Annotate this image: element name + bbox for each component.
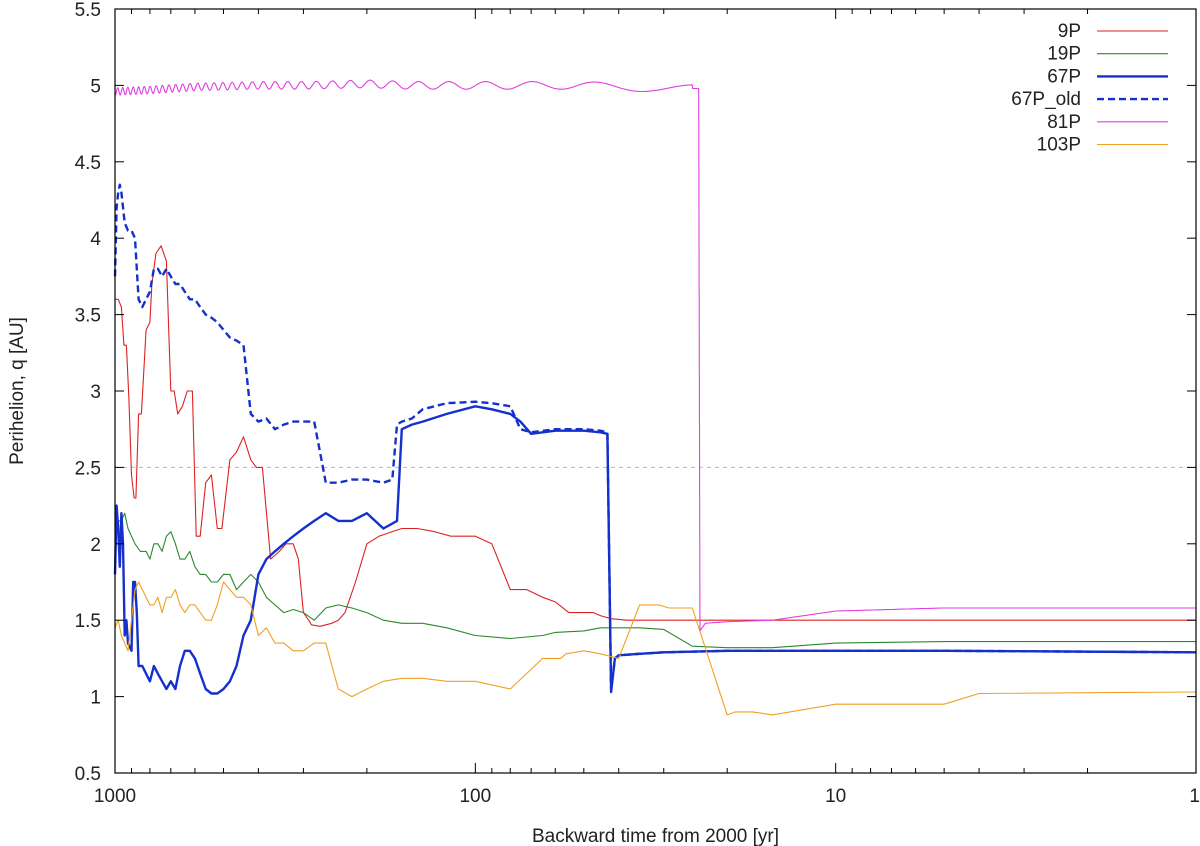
y-tick-label: 2.5 bbox=[75, 458, 101, 479]
legend-label: 19P bbox=[1047, 44, 1081, 65]
y-tick-label: 4 bbox=[90, 229, 101, 250]
series-line-19p bbox=[114, 512, 1196, 649]
x-axis-title: Backward time from 2000 [yr] bbox=[532, 826, 779, 846]
series-line-103p bbox=[114, 581, 1197, 716]
plot-frame bbox=[114, 8, 1197, 774]
tick-layer: 0.5 1 1.5 2 2.5 3 3.5 4 4.5 5 5.5 1000 100 10 1 bbox=[75, 0, 1200, 807]
series-line-81p bbox=[114, 79, 1196, 632]
x-tick-label: 1 bbox=[1189, 786, 1200, 807]
x-tick-label: 1000 bbox=[94, 786, 136, 807]
legend-label: 103P bbox=[1037, 135, 1081, 156]
legend-label: 9P bbox=[1058, 21, 1081, 42]
y-tick-label: 1.5 bbox=[75, 611, 101, 632]
y-tick-label: 2 bbox=[90, 535, 101, 556]
y-tick-label: 3 bbox=[90, 382, 101, 403]
legend-label: 67P bbox=[1047, 66, 1081, 87]
legend-label: 67P_old bbox=[1011, 89, 1081, 110]
y-axis-title: Perihelion, q [AU] bbox=[7, 317, 28, 465]
x-tick-label: 10 bbox=[825, 786, 846, 807]
series-line-9p bbox=[115, 245, 1196, 627]
series-line-67p bbox=[113, 405, 1197, 695]
y-tick-label: 4.5 bbox=[75, 153, 101, 174]
y-tick-label: 5.5 bbox=[75, 0, 101, 21]
x-tick-label: 100 bbox=[459, 786, 491, 807]
series-line-67p_old bbox=[113, 183, 1197, 691]
y-tick-label: 5 bbox=[90, 76, 101, 97]
y-tick-label: 3.5 bbox=[75, 306, 101, 327]
y-tick-label: 0.5 bbox=[75, 764, 101, 785]
legend-label: 81P bbox=[1047, 112, 1081, 133]
series-layer bbox=[113, 79, 1197, 716]
y-tick-label: 1 bbox=[90, 688, 101, 709]
